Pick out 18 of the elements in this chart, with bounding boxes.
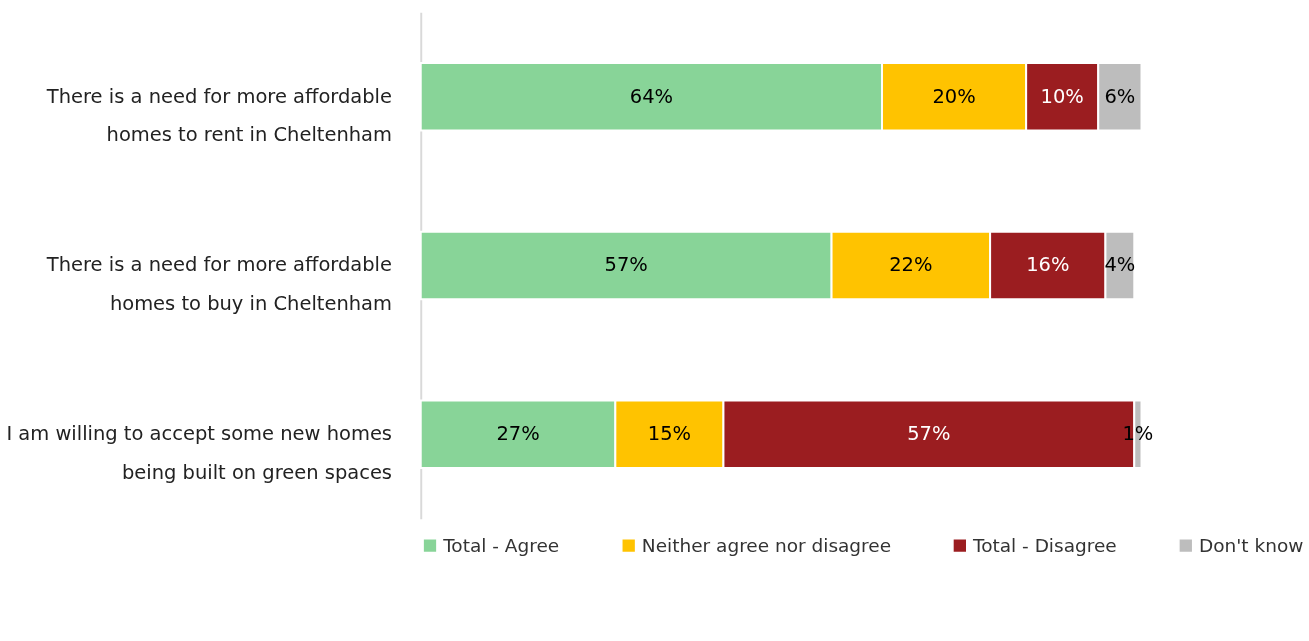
data-label: 6% bbox=[1104, 84, 1136, 108]
legend-label: Total - Agree bbox=[442, 534, 560, 556]
data-label: 57% bbox=[907, 422, 951, 446]
y-tick-label: There is a need for more affordable homes to buy in Cheltenham bbox=[45, 253, 393, 316]
data-label: 27% bbox=[496, 422, 540, 446]
data-label: 20% bbox=[932, 84, 976, 108]
legend-label: Neither agree nor disagree bbox=[641, 534, 892, 556]
y-tick-label: I am willing to accept some new homes being built on green spaces bbox=[6, 422, 393, 485]
data-label: 64% bbox=[629, 84, 674, 108]
legend-label: Total - Disagree bbox=[971, 534, 1117, 556]
data-label: 22% bbox=[889, 253, 933, 277]
y-tick-label: There is a need for more affordable homes to rent in Cheltenham bbox=[45, 84, 393, 147]
data-label: 4% bbox=[1104, 253, 1136, 277]
data-label: 10% bbox=[1040, 84, 1084, 108]
data-label: 57% bbox=[604, 253, 648, 277]
data-label: 15% bbox=[647, 422, 692, 446]
data-label: 16% bbox=[1026, 253, 1070, 277]
legend-label: Don't know bbox=[1198, 534, 1304, 556]
